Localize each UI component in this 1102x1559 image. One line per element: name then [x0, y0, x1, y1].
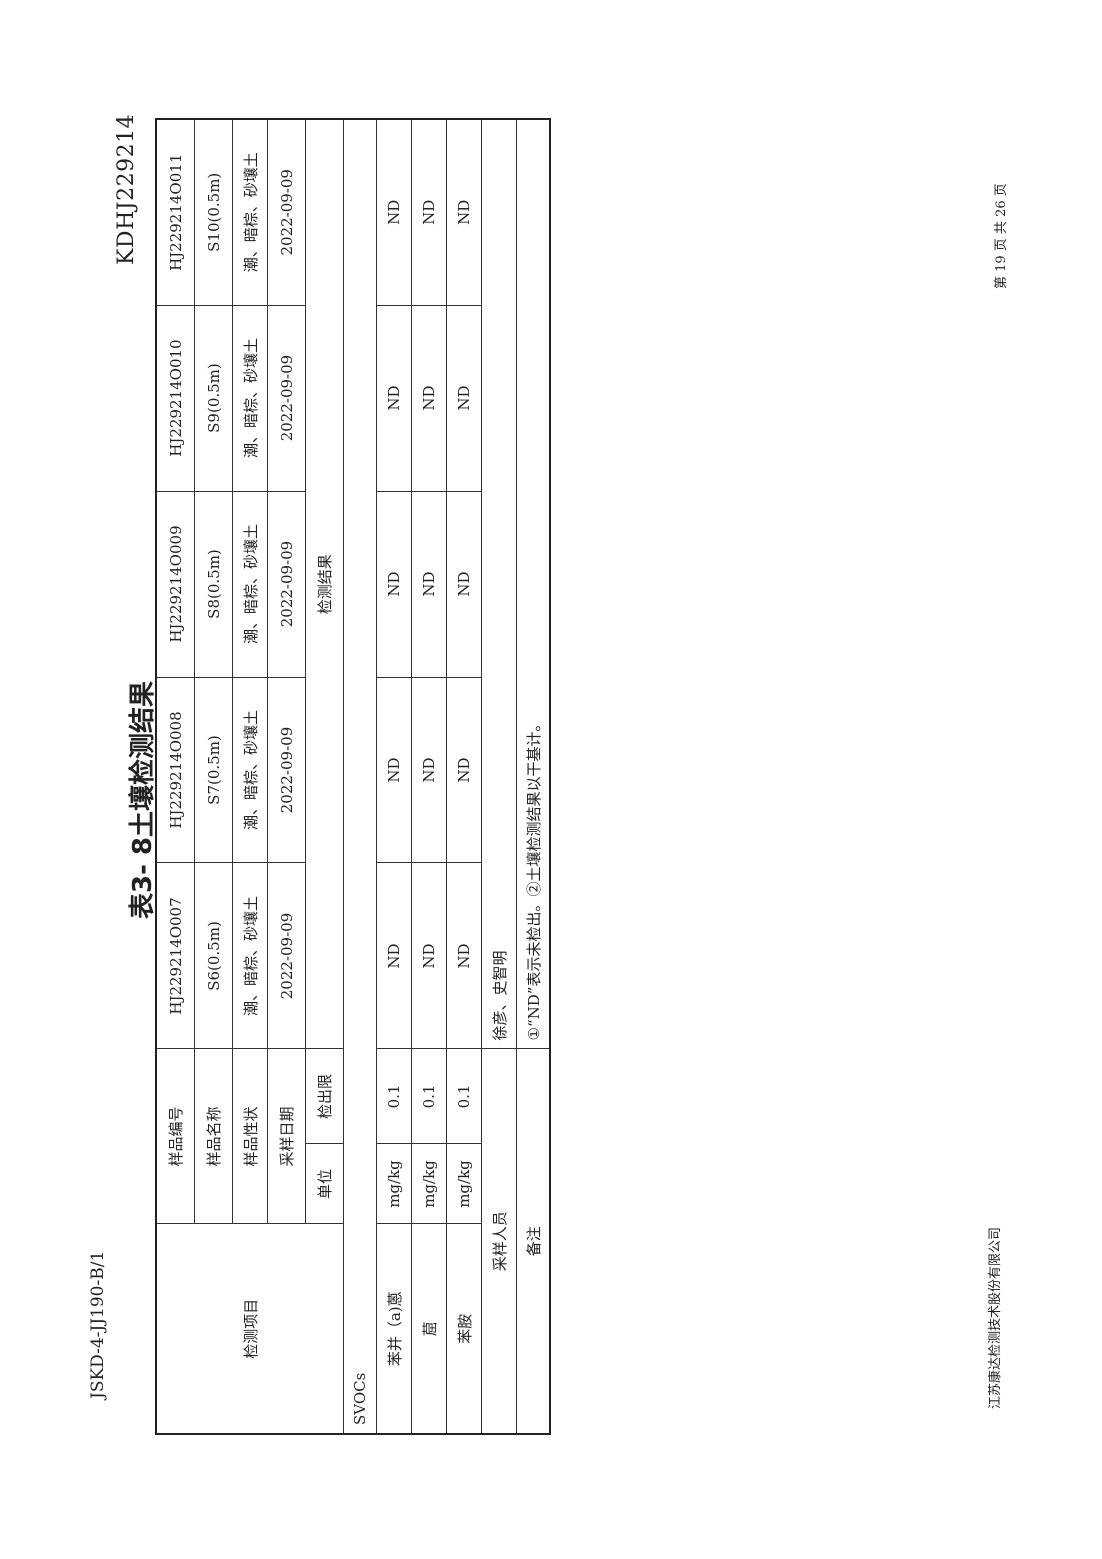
sample-no: HJ229214O009 [156, 491, 195, 678]
label-remark: 备注 [516, 1048, 550, 1434]
report-number: KDHJ229214 [114, 113, 139, 265]
value: ND [446, 491, 482, 678]
sample-no: HJ229214O008 [156, 677, 195, 863]
value: ND [376, 863, 412, 1049]
group-svocs: SVOCs [343, 119, 377, 1434]
unit: mg/kg [446, 1144, 482, 1224]
label-sample-date: 采样日期 [267, 1048, 306, 1224]
sample-name: S6(0.5m) [194, 863, 233, 1049]
item-name: 苯并（a)蒽 [376, 1224, 412, 1434]
sample-name: S10(0.5m) [194, 119, 233, 306]
item-name: 苯胺 [446, 1224, 482, 1434]
value: ND [376, 491, 412, 678]
sample-state: 潮、暗棕、砂壤土 [232, 119, 268, 306]
label-sampler: 采样人员 [481, 1048, 517, 1434]
label-unit: 单位 [305, 1144, 344, 1224]
value: ND [411, 305, 447, 492]
sample-no: HJ229214O007 [156, 863, 195, 1049]
label-sample-state: 样品性状 [232, 1048, 268, 1224]
table-row: 䓛 mg/kg 0.1 ND ND ND ND ND [411, 119, 447, 1434]
sample-state: 潮、暗棕、砂壤土 [232, 677, 268, 863]
value: ND [411, 491, 447, 678]
sampler: 徐彦、史智明 [481, 119, 517, 1049]
sample-state: 潮、暗棕、砂壤土 [232, 491, 268, 678]
value: ND [411, 863, 447, 1049]
sample-state: 潮、暗棕、砂壤土 [232, 863, 268, 1049]
sample-name: S9(0.5m) [194, 305, 233, 492]
sample-state: 潮、暗棕、砂壤土 [232, 305, 268, 492]
table-title: 表3- 8土壤检测结果 [128, 680, 158, 919]
sample-date: 2022-09-09 [267, 491, 306, 678]
results-table: 检测项目 样品编号 HJ229214O007 HJ229214O008 HJ22… [155, 118, 551, 1435]
table-row: 苯胺 mg/kg 0.1 ND ND ND ND ND [446, 119, 482, 1434]
limit: 0.1 [446, 1048, 482, 1144]
sample-name: S7(0.5m) [194, 677, 233, 863]
value: ND [446, 119, 482, 306]
value: ND [376, 677, 412, 863]
value: ND [446, 863, 482, 1049]
limit: 0.1 [376, 1048, 412, 1144]
value: ND [376, 119, 412, 306]
item-name: 䓛 [411, 1224, 447, 1434]
sample-no: HJ229214O011 [156, 119, 195, 306]
sample-date: 2022-09-09 [267, 677, 306, 863]
label-sample-name: 样品名称 [194, 1048, 233, 1224]
company-name: 江苏康达检测技术股份有限公司 [988, 1226, 1003, 1409]
page-number: 第 19 页 共 26 页 [994, 183, 1009, 289]
unit: mg/kg [376, 1144, 412, 1224]
label-sample-no: 样品编号 [156, 1048, 195, 1224]
item-header: 检测项目 [156, 1224, 344, 1434]
label-result: 检测结果 [305, 119, 344, 1049]
remark: ①“ND”表示未检出。②土壤检测结果以干基计。 [516, 119, 550, 1049]
unit: mg/kg [411, 1144, 447, 1224]
label-limit: 检出限 [305, 1048, 344, 1144]
document-code: JSKD-4-JJ190-B/1 [88, 1250, 108, 1399]
limit: 0.1 [411, 1048, 447, 1144]
value: ND [411, 677, 447, 863]
value: ND [446, 305, 482, 492]
value: ND [411, 119, 447, 306]
value: ND [446, 677, 482, 863]
sample-name: S8(0.5m) [194, 491, 233, 678]
value: ND [376, 305, 412, 492]
sample-date: 2022-09-09 [267, 119, 306, 306]
sample-date: 2022-09-09 [267, 863, 306, 1049]
sample-date: 2022-09-09 [267, 305, 306, 492]
sample-no: HJ229214O010 [156, 305, 195, 492]
table-row: 苯并（a)蒽 mg/kg 0.1 ND ND ND ND ND [376, 119, 412, 1434]
